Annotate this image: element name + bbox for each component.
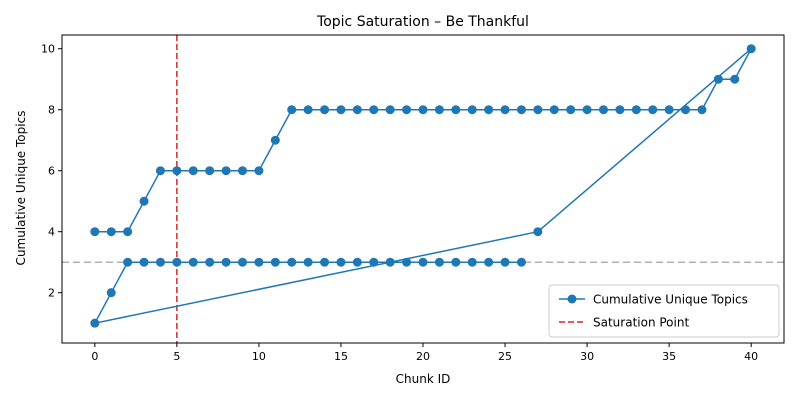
data-point [648,105,658,115]
data-point [418,257,428,267]
data-point [467,257,477,267]
data-point [90,227,100,237]
legend-label-series: Cumulative Unique Topics [593,293,748,307]
data-point [106,288,116,298]
data-point [238,166,247,176]
data-point [615,105,625,115]
data-point [221,257,231,267]
series-line [94,47,752,324]
data-point [336,105,346,115]
data-point [369,105,379,115]
y-tick-label: 8 [48,104,55,117]
data-point [385,257,395,267]
data-point [451,257,461,267]
x-tick-label: 0 [91,350,98,363]
data-point [352,105,362,115]
data-point [516,257,526,267]
data-point [172,257,182,267]
x-tick-label: 30 [580,350,594,363]
data-point [369,257,379,267]
data-point [254,166,264,176]
x-tick-label: 20 [416,350,430,363]
x-tick-label: 5 [173,350,180,363]
series-markers-group [90,44,756,328]
x-tick-label: 10 [252,350,266,363]
data-point [254,257,264,267]
data-point [402,257,412,267]
data-point [434,257,444,267]
legend: Cumulative Unique Topics Saturation Poin… [548,284,780,338]
data-point [303,257,313,267]
data-point [566,105,576,115]
data-point [221,166,231,176]
data-point [582,105,592,115]
data-point [713,74,723,84]
data-point [631,105,641,115]
y-tick-label: 6 [48,165,55,178]
data-point [681,105,691,115]
data-point [123,257,133,267]
data-point [303,105,313,115]
data-point [238,257,247,267]
data-point [516,105,526,115]
data-point [730,74,740,84]
data-point [467,105,477,115]
data-point [205,257,215,267]
legend-label-saturation: Saturation Point [593,316,689,330]
legend-marker-series [567,294,577,304]
x-axis-ticks: 0 5 10 15 20 25 30 35 40 [91,343,758,363]
data-point [123,227,133,237]
data-point [418,105,428,115]
data-point [320,105,330,115]
data-point [270,257,280,267]
y-axis-label: Cumulative Unique Topics [14,111,28,266]
data-point [385,105,395,115]
x-tick-label: 35 [662,350,676,363]
data-point [139,257,149,267]
data-point [484,105,494,115]
data-point [697,105,707,115]
data-point [533,105,543,115]
series-line-group [94,47,752,324]
data-point [155,257,165,267]
chart-title: Topic Saturation – Be Thankful [316,14,529,30]
data-point [155,166,165,176]
data-point [402,105,412,115]
x-tick-label: 25 [498,350,512,363]
data-point [434,105,444,115]
data-point [500,105,510,115]
data-point [500,257,510,267]
data-point [484,257,494,267]
y-tick-label: 2 [48,287,55,300]
data-point [664,105,674,115]
x-axis-label: Chunk ID [396,372,451,386]
data-point [205,166,215,176]
data-point [188,166,198,176]
data-point [746,44,756,54]
legend-box [548,284,780,338]
data-point [106,227,116,237]
data-point [188,257,198,267]
x-tick-label: 40 [744,350,758,363]
x-tick-label: 15 [334,350,348,363]
data-point [139,196,149,206]
data-point [352,257,362,267]
y-tick-label: 10 [41,43,55,56]
data-point [549,105,559,115]
data-point [90,318,100,328]
data-point [270,135,280,145]
data-point [533,227,543,237]
y-tick-label: 4 [48,226,55,239]
data-point [287,257,297,267]
data-point [336,257,346,267]
reference-lines [62,35,784,343]
data-point [599,105,608,115]
y-axis-ticks: 2 4 6 8 10 [41,43,62,300]
data-point [287,105,297,115]
data-point [172,166,182,176]
data-point [451,105,461,115]
data-point [320,257,330,267]
